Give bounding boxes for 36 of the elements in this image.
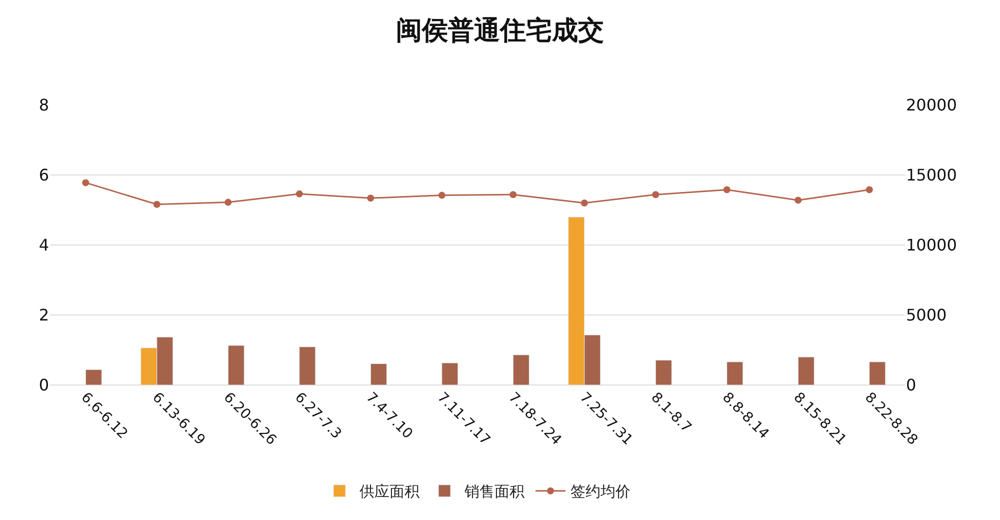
point (580, 200, 588, 206)
y-tick-label: 6 (38, 166, 49, 185)
y-tick-label: 2 (38, 306, 49, 325)
bar (442, 362, 458, 385)
y2-tick-label: 15000 (906, 166, 957, 185)
bar (869, 362, 886, 385)
legend-label: 供应面积 (360, 482, 420, 501)
legend-label: 销售面积 (464, 482, 524, 501)
point (723, 186, 730, 194)
point (367, 194, 374, 202)
point (224, 198, 232, 206)
y-tick-label: 4 (38, 236, 49, 255)
bar (299, 346, 316, 385)
bar (370, 363, 387, 385)
point (296, 190, 303, 198)
point (652, 191, 660, 198)
point (510, 191, 517, 198)
y2-tick-label: 5000 (906, 306, 947, 325)
y-tick-label: 0 (38, 376, 49, 395)
bar (228, 345, 244, 385)
y-tick-label: 8 (38, 96, 49, 115)
chart-title: 闽侯普通住宅成交 (396, 15, 604, 46)
point (438, 192, 446, 199)
bar (85, 369, 102, 385)
y2-tick-label: 20000 (906, 96, 957, 115)
bar (655, 360, 672, 385)
point (794, 196, 802, 204)
point (82, 179, 90, 186)
y2-tick-label: 10000 (906, 236, 957, 255)
y2-tick-label: 0 (906, 376, 916, 395)
bar (798, 356, 814, 385)
point (153, 200, 160, 208)
bar (512, 354, 530, 385)
bar (726, 362, 744, 385)
legend-label: 签约均价 (570, 482, 630, 501)
point (866, 186, 873, 194)
